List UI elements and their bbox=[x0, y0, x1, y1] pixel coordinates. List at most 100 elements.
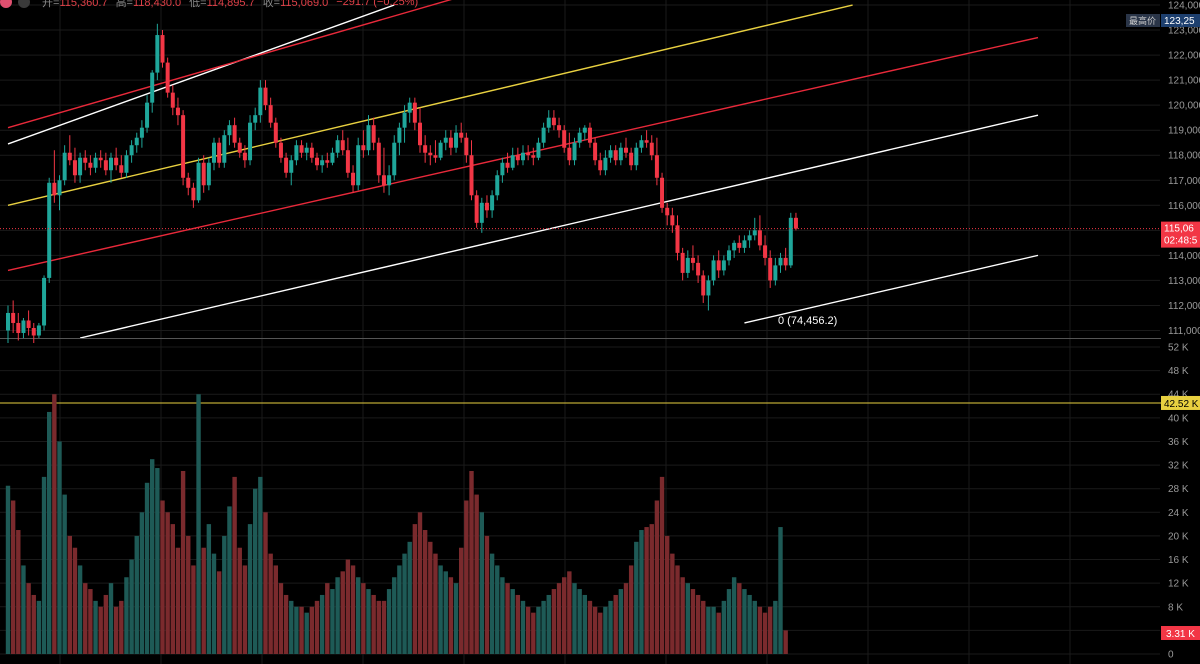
volume-bar[interactable] bbox=[551, 589, 557, 654]
candle-body[interactable] bbox=[83, 157, 88, 163]
volume-bar[interactable] bbox=[258, 476, 263, 654]
candle-body[interactable] bbox=[268, 105, 273, 123]
volume-bar[interactable] bbox=[103, 594, 109, 654]
candle-body[interactable] bbox=[608, 150, 613, 158]
candle-body[interactable] bbox=[747, 235, 752, 241]
volume-bar[interactable] bbox=[505, 583, 510, 654]
volume-bar[interactable] bbox=[438, 565, 443, 654]
volume-bar[interactable] bbox=[711, 606, 716, 654]
candle-body[interactable] bbox=[660, 177, 665, 208]
volume-bar[interactable] bbox=[685, 583, 690, 654]
candle-body[interactable] bbox=[170, 92, 175, 108]
channel-line-white[interactable] bbox=[744, 254, 1039, 324]
volume-bar[interactable] bbox=[768, 606, 773, 654]
volume-bar[interactable] bbox=[57, 441, 62, 654]
volume-bar[interactable] bbox=[731, 577, 737, 654]
candle-body[interactable] bbox=[145, 102, 150, 128]
volume-bar[interactable] bbox=[402, 553, 407, 654]
volume-bar[interactable] bbox=[417, 512, 423, 654]
candle-body[interactable] bbox=[763, 245, 768, 258]
volume-bar[interactable] bbox=[371, 594, 376, 654]
candle-body[interactable] bbox=[433, 155, 438, 158]
volume-bar[interactable] bbox=[659, 476, 665, 654]
channel-line-white[interactable] bbox=[79, 114, 1039, 338]
volume-bar[interactable] bbox=[608, 600, 613, 654]
candle-body[interactable] bbox=[618, 147, 623, 161]
volume-bar[interactable] bbox=[119, 600, 124, 654]
volume-bar[interactable] bbox=[649, 524, 654, 654]
volume-bar[interactable] bbox=[211, 553, 217, 654]
candle-body[interactable] bbox=[557, 125, 562, 131]
volume-bar[interactable] bbox=[98, 606, 103, 654]
candle-body[interactable] bbox=[546, 117, 551, 128]
candle-body[interactable] bbox=[629, 152, 634, 166]
candle-body[interactable] bbox=[237, 142, 242, 153]
volume-bar[interactable] bbox=[603, 606, 608, 654]
volume-bar[interactable] bbox=[386, 589, 392, 654]
volume-bar[interactable] bbox=[299, 606, 304, 654]
channel-line-red[interactable] bbox=[7, 0, 1038, 129]
candle-body[interactable] bbox=[304, 147, 309, 153]
candle-body[interactable] bbox=[670, 215, 675, 226]
volume-bar[interactable] bbox=[680, 577, 685, 654]
candle-body[interactable] bbox=[191, 187, 196, 201]
volume-bar[interactable] bbox=[623, 583, 629, 654]
volume-bar[interactable] bbox=[397, 565, 402, 654]
candle-body[interactable] bbox=[11, 312, 16, 323]
volume-bar[interactable] bbox=[356, 577, 361, 654]
volume-bar[interactable] bbox=[186, 535, 191, 654]
volume-bar[interactable] bbox=[515, 594, 521, 654]
volume-bar[interactable] bbox=[541, 600, 546, 654]
candle-body[interactable] bbox=[593, 142, 598, 161]
volume-bar[interactable] bbox=[448, 577, 454, 654]
volume-bar[interactable] bbox=[206, 524, 212, 654]
candle-body[interactable] bbox=[490, 195, 495, 211]
candle-body[interactable] bbox=[57, 180, 62, 196]
volume-bar[interactable] bbox=[67, 535, 72, 654]
candle-body[interactable] bbox=[165, 62, 170, 93]
volume-bar[interactable] bbox=[139, 512, 145, 654]
candle-body[interactable] bbox=[294, 145, 299, 161]
volume-bar[interactable] bbox=[283, 594, 289, 654]
volume-bar[interactable] bbox=[294, 606, 299, 654]
volume-bar[interactable] bbox=[253, 488, 258, 654]
volume-bar[interactable] bbox=[93, 600, 98, 654]
volume-bar[interactable] bbox=[175, 547, 181, 654]
volume-bar[interactable] bbox=[216, 571, 222, 654]
volume-bar[interactable] bbox=[716, 612, 721, 654]
candle-body[interactable] bbox=[742, 240, 747, 248]
candle-body[interactable] bbox=[320, 160, 325, 166]
volume-bar[interactable] bbox=[500, 577, 505, 654]
volume-bar[interactable] bbox=[366, 589, 371, 654]
candle-body[interactable] bbox=[711, 260, 716, 281]
candle-body[interactable] bbox=[675, 225, 680, 253]
candle-body[interactable] bbox=[412, 102, 417, 123]
volume-bar[interactable] bbox=[41, 476, 47, 654]
volume-bar[interactable] bbox=[26, 583, 31, 654]
candle-body[interactable] bbox=[47, 182, 52, 278]
candle-body[interactable] bbox=[438, 142, 443, 158]
candle-body[interactable] bbox=[289, 160, 294, 173]
volume-bar[interactable] bbox=[428, 541, 433, 654]
volume-bar[interactable] bbox=[335, 577, 340, 654]
volume-bar[interactable] bbox=[21, 565, 26, 654]
volume-bar[interactable] bbox=[536, 606, 541, 654]
volume-bar[interactable] bbox=[129, 559, 134, 654]
volume-bar[interactable] bbox=[273, 565, 278, 654]
candle-body[interactable] bbox=[52, 182, 57, 196]
candle-body[interactable] bbox=[428, 152, 433, 156]
candle-body[interactable] bbox=[345, 150, 350, 173]
volume-bar[interactable] bbox=[422, 530, 428, 654]
volume-bar[interactable] bbox=[665, 535, 670, 654]
volume-bar[interactable] bbox=[757, 606, 763, 654]
volume-bar[interactable] bbox=[36, 600, 42, 654]
candle-body[interactable] bbox=[278, 142, 283, 158]
candle-body[interactable] bbox=[160, 35, 165, 63]
candle-body[interactable] bbox=[464, 137, 469, 156]
volume-bar[interactable] bbox=[31, 594, 36, 654]
candle-body[interactable] bbox=[88, 162, 93, 168]
candle-body[interactable] bbox=[284, 157, 289, 173]
volume-bar[interactable] bbox=[201, 547, 206, 654]
volume-bar[interactable] bbox=[556, 583, 562, 654]
volume-bar[interactable] bbox=[773, 600, 778, 654]
